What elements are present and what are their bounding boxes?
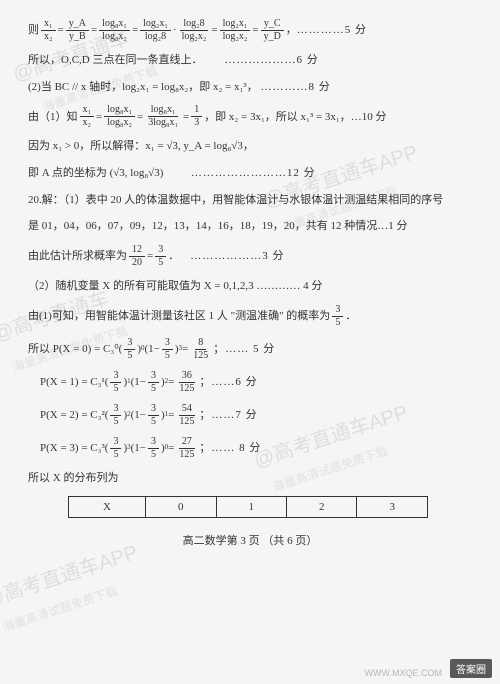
line-2: 所以，O,C,D 三点在同一条直线上． ………………6 分 bbox=[28, 51, 472, 70]
line-1: 则 x₁x₂ = y_Ay_B = log₈x₁log₈x₂ = log₂x₁l… bbox=[28, 18, 472, 43]
table-header: X bbox=[69, 496, 146, 517]
distribution-table: X 0 1 2 3 bbox=[68, 496, 428, 518]
line-9: 由此估计所求概率为 1220 = 35 ． ………………3 分 bbox=[28, 244, 472, 269]
watermark: 海量高清试题免费下载 bbox=[0, 582, 119, 635]
table-cell: 0 bbox=[146, 496, 216, 517]
site-url: WWW.MXQE.COM bbox=[365, 668, 443, 678]
watermark: @高考直通车APP bbox=[0, 536, 141, 613]
prob-1: P(X = 1) = C₃¹ (35)1 (1−35)2 = 36125 ；……… bbox=[40, 370, 472, 395]
line-7: 20.解：（1）表中 20 人的体温数据中，用智能体温计与水银体温计测温结果相同… bbox=[28, 191, 472, 210]
table-cell: 2 bbox=[286, 496, 356, 517]
corner-badge: 答案圈 bbox=[450, 659, 492, 678]
document-body: 则 x₁x₂ = y_Ay_B = log₈x₁log₈x₂ = log₂x₁l… bbox=[28, 18, 472, 548]
line-6: 即 A 点的坐标为 (√3, log₈√3) ……………………12 分 bbox=[28, 164, 472, 183]
line-8: 是 01，04，06，07，09，12，13，14，16，18，19，20，共有… bbox=[28, 217, 472, 236]
prob-0: 所以 P(X = 0) = C₃⁰ (35)0 (1−35)3 = 8125 ；… bbox=[28, 337, 472, 362]
line-5: 因为 x₁ > 0，所以解得：x₁ = √3, y_A = log₈√3， bbox=[28, 137, 472, 156]
table-cell: 3 bbox=[357, 496, 428, 517]
line-11: 由(1)可知，用智能体温计测量该社区 1 人 "测温准确" 的概率为 35 ． bbox=[28, 304, 472, 329]
page-footer: 高二数学第 3 页 （共 6 页） bbox=[28, 532, 472, 548]
line-10: （2）随机变量 X 的所有可能取值为 X = 0,1,2,3 ………… 4 分 bbox=[28, 277, 472, 296]
prob-3: P(X = 3) = C₃³ (35)3 (1−35)0 = 27125 ；……… bbox=[40, 436, 472, 461]
line-3: (2)当 BC // x 轴时，log₂x₁ = log₈x₂，即 x₂ = x… bbox=[28, 78, 472, 97]
line-4: 由（1）知 x₁x₂ = log₈x₁log₈x₂ = log₈x₁3log₈x… bbox=[28, 104, 472, 129]
prob-2: P(X = 2) = C₃² (35)2 (1−35)1 = 54125 ；……… bbox=[40, 403, 472, 428]
table-cell: 1 bbox=[216, 496, 286, 517]
dist-label: 所以 X 的分布列为 bbox=[28, 469, 472, 488]
